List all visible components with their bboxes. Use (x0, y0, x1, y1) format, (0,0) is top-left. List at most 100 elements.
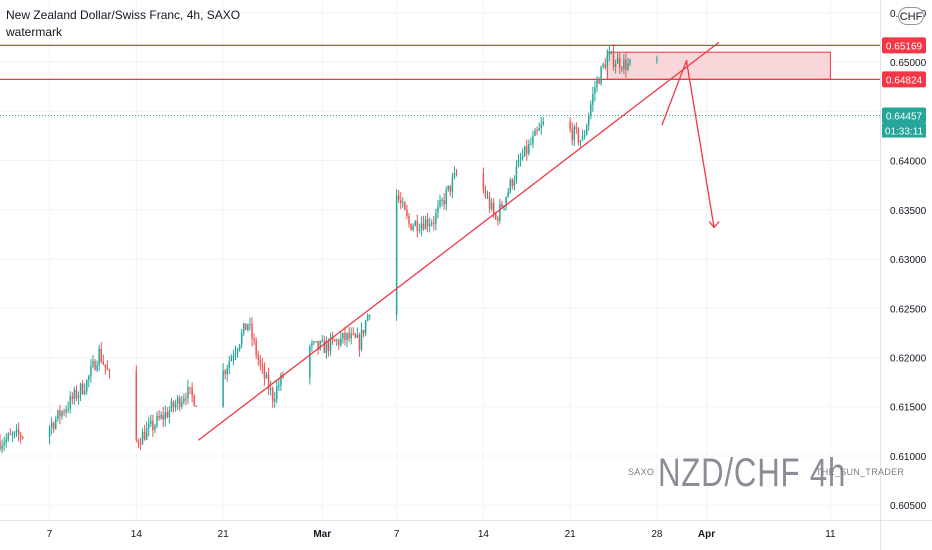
candle-body (542, 121, 545, 125)
candle-body (501, 203, 503, 208)
candle-body (135, 370, 138, 441)
candle-body (319, 341, 321, 350)
countdown-text: 01:33:11 (885, 127, 924, 138)
candle-body (158, 415, 160, 419)
candle-body (404, 202, 406, 210)
candle-body (526, 146, 528, 154)
candle-body (492, 202, 495, 214)
drawings-layer (197, 41, 720, 441)
candle-body (251, 323, 253, 339)
candle-body (100, 348, 102, 362)
candle-body (150, 420, 152, 424)
candle-body (222, 370, 224, 407)
time-tick-label: 21 (565, 529, 577, 540)
time-tick-label: 21 (218, 529, 230, 540)
currency-button[interactable]: CHF (898, 7, 924, 25)
resistance-zone (606, 51, 831, 80)
candle-body (430, 222, 433, 225)
candle-body (397, 195, 400, 200)
candle-body (228, 361, 231, 369)
candle-body (269, 388, 272, 390)
candle-body (71, 396, 74, 400)
candle-body (623, 59, 625, 70)
candle-body (81, 383, 84, 394)
time-tick-label: Mar (313, 529, 331, 540)
candle-body (517, 159, 520, 167)
indicator-label[interactable]: watermark (6, 25, 63, 39)
candle-body (538, 127, 540, 131)
candle-body (602, 64, 604, 67)
candle-body (238, 344, 241, 350)
candle-body (573, 126, 576, 141)
candle-body (187, 387, 189, 399)
candle-body (9, 433, 12, 435)
candle-body (92, 360, 94, 367)
candle-body (614, 63, 617, 67)
trendline (197, 41, 720, 441)
candle-body (592, 93, 594, 105)
candle-body (79, 383, 82, 395)
candle-body (395, 195, 398, 316)
candle-body (342, 333, 344, 339)
candle-body (509, 179, 511, 192)
candle-body (108, 370, 111, 372)
candle-body (174, 403, 177, 408)
candle-body (587, 115, 590, 126)
candle-body (154, 425, 156, 430)
candle-body (309, 346, 311, 378)
candle-body (511, 179, 514, 187)
candle-body (189, 387, 191, 389)
candle-body (160, 414, 162, 419)
candle-body (590, 104, 592, 116)
candle-body (261, 364, 264, 367)
candle-body (435, 212, 437, 224)
candle-body (77, 394, 80, 399)
candle-body (1, 445, 3, 450)
symbol-title[interactable]: New Zealand Dollar/Swiss Franc, 4h, SAXO (6, 8, 241, 22)
price-label-bg (882, 37, 926, 54)
candle-body (143, 432, 146, 440)
candle-body (183, 398, 185, 402)
price-tick-label: 0.63500 (890, 206, 927, 217)
candle-body (356, 334, 359, 338)
candle-body (612, 51, 615, 67)
candle-body (606, 55, 609, 68)
candle-body (265, 374, 268, 379)
candle-body (230, 357, 233, 362)
candle-body (447, 185, 450, 191)
candle-body (21, 437, 24, 439)
candle-body (418, 229, 421, 231)
candle-body (428, 224, 431, 227)
candle-body (96, 365, 98, 371)
candle-body (625, 59, 627, 70)
candle-body (137, 440, 140, 444)
candle-body (482, 173, 485, 190)
candle-body (181, 401, 183, 407)
candle-body (596, 79, 598, 88)
candle-body (311, 342, 313, 347)
candle-body (629, 60, 631, 64)
candle-body (164, 412, 167, 420)
candle-body (484, 189, 487, 197)
candle-body (255, 340, 257, 355)
candle-body (358, 334, 361, 350)
candle-body (618, 57, 621, 69)
candle-body (185, 398, 187, 400)
watermark-broker: SAXO (628, 467, 655, 477)
candle-body (532, 135, 534, 144)
candle-body (523, 146, 526, 156)
price-tick-label: 0.60500 (890, 501, 927, 512)
candle-body (323, 340, 326, 353)
arrowhead (708, 221, 720, 229)
candle-body (426, 219, 429, 227)
candle-body (608, 52, 611, 56)
countdown-bg (882, 123, 926, 138)
candle-body (162, 414, 164, 420)
watermark-symbol: NZD/CHF 4h (658, 451, 847, 495)
candle-body (145, 428, 148, 440)
candle-body (416, 221, 419, 231)
candle-body (528, 143, 530, 154)
price-labels-layer: 0.65169 0.64824 0.64457 01:33:11 (882, 37, 926, 138)
